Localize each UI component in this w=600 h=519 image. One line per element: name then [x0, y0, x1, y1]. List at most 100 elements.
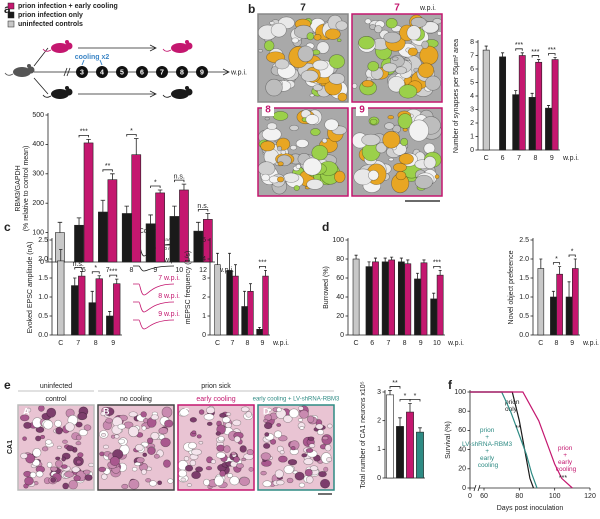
cell — [295, 164, 301, 169]
cell — [387, 115, 394, 120]
mouse-head — [185, 88, 193, 96]
x-tick-label: 6 — [370, 340, 374, 347]
cell — [198, 409, 205, 415]
cell — [102, 444, 109, 449]
cell — [269, 21, 275, 25]
cell — [147, 437, 154, 444]
x-tick-label: 9 — [261, 340, 265, 347]
cell — [309, 465, 319, 472]
bar — [381, 261, 389, 336]
bar — [396, 426, 404, 479]
cell — [294, 471, 305, 481]
x-tick-label: 8 — [130, 267, 134, 274]
cell — [35, 435, 42, 442]
mouse-head — [27, 66, 35, 74]
significance-bracket — [150, 185, 161, 188]
cell — [303, 458, 314, 465]
micrograph — [351, 13, 443, 103]
cell — [134, 461, 141, 467]
cell — [64, 422, 75, 432]
y-tick-label: 0 — [462, 485, 466, 492]
timepoint-label: 8 — [180, 69, 184, 76]
mouse-icon — [42, 40, 73, 53]
cell — [147, 446, 156, 455]
x-tick-label: 12 — [199, 267, 207, 274]
y-tick-label: 5 — [470, 79, 474, 86]
significance-bracket — [259, 266, 266, 269]
bar — [57, 260, 65, 336]
mouse-icon — [42, 86, 73, 99]
error-bar — [228, 252, 231, 271]
y-tick-label: 3 — [202, 275, 206, 282]
error-bar — [398, 417, 402, 427]
trace-label: 9 w.p.i. — [158, 257, 180, 264]
timepoint — [136, 66, 148, 78]
cell — [317, 429, 324, 436]
micrograph — [257, 404, 335, 491]
cell — [312, 84, 323, 92]
cell — [195, 466, 204, 473]
bar — [518, 55, 526, 151]
cell — [46, 407, 57, 418]
cell — [304, 468, 313, 477]
significance-label: n.s. — [197, 203, 208, 210]
cell — [128, 425, 139, 438]
y-tick-label: 1 — [202, 313, 206, 320]
y-tick-label: 5 — [202, 237, 206, 244]
cell — [179, 408, 189, 417]
x-tick-label: 100 — [549, 493, 561, 500]
cell — [388, 157, 394, 162]
cell — [128, 479, 140, 490]
cell — [316, 41, 330, 54]
bar — [406, 411, 414, 479]
cell — [287, 459, 298, 466]
cell — [140, 411, 147, 418]
micrograph — [351, 107, 443, 197]
x-axis-label: w.p.i. — [447, 340, 464, 347]
bar — [131, 154, 142, 263]
cooling-label: cooling x2 — [75, 54, 110, 61]
y-tick-label: 60 — [336, 275, 344, 282]
error-bar — [354, 254, 358, 259]
y-tick-label: 60 — [458, 427, 466, 434]
cell — [274, 430, 283, 439]
error-bar — [86, 139, 91, 143]
scale-label: 50 ms — [162, 246, 175, 251]
significance-label: *** — [548, 47, 556, 54]
y-tick-label: 20 — [458, 466, 466, 473]
error-bar — [148, 214, 153, 224]
x-tick-label: 6 — [82, 267, 86, 274]
cell — [260, 452, 271, 461]
significance-label: *** — [80, 129, 88, 136]
cell — [400, 137, 409, 147]
x-tick-label: 7 — [76, 340, 80, 347]
cell — [289, 144, 297, 151]
cell — [177, 469, 187, 478]
bar — [169, 216, 180, 263]
mouse-ear — [185, 86, 189, 90]
image-letter: A — [23, 406, 30, 416]
significance-label: * — [130, 128, 133, 135]
cell — [272, 110, 289, 121]
cell — [364, 18, 372, 25]
cell — [219, 412, 226, 418]
cell — [55, 460, 63, 468]
cell — [248, 467, 254, 472]
cell — [50, 477, 57, 483]
cell — [78, 429, 88, 437]
y-tick-label: 1.5 — [519, 275, 529, 282]
cell — [257, 161, 276, 176]
y-tick-label: 0 — [340, 332, 344, 339]
cell — [283, 465, 294, 474]
significance-label: * — [154, 179, 157, 186]
cell — [264, 116, 270, 121]
cell — [274, 469, 284, 479]
trace — [133, 283, 175, 296]
significance-bracket — [531, 55, 540, 58]
cell — [308, 443, 316, 448]
cell — [32, 448, 42, 458]
cell — [358, 35, 375, 50]
y-axis-label: Survival (%) — [445, 421, 452, 459]
error-bar — [205, 213, 211, 220]
cell — [134, 444, 144, 452]
